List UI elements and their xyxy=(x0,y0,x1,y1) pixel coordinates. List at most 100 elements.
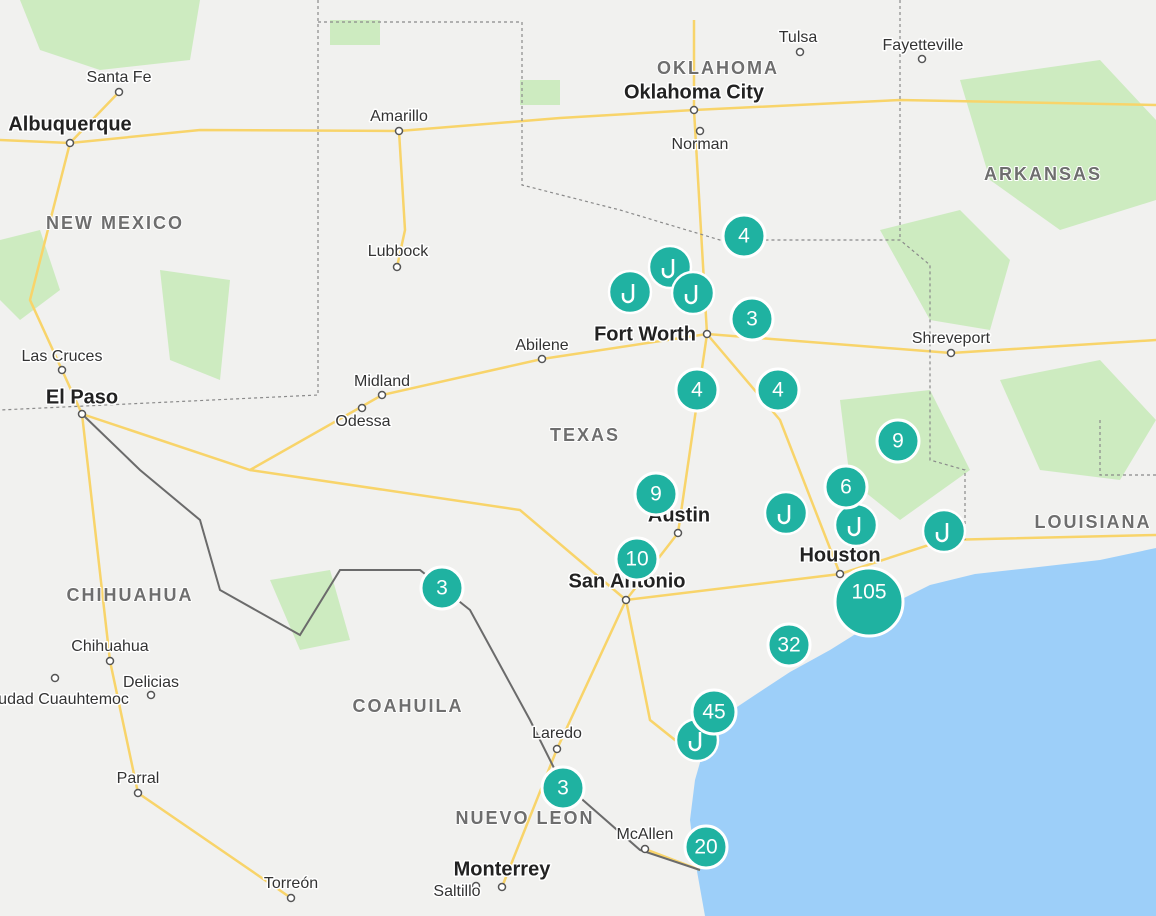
cluster-circle xyxy=(729,296,775,342)
city-label: Fort Worth xyxy=(594,323,696,345)
city-dot xyxy=(673,528,683,538)
city-label: McAllen xyxy=(617,826,674,843)
city-label: Ciudad Cuauhtemoc xyxy=(0,691,129,708)
cluster-circle xyxy=(540,765,586,811)
cluster-count: 3 xyxy=(436,577,448,600)
fishing-spot[interactable] xyxy=(921,508,967,554)
city-label: Tulsa xyxy=(779,29,818,46)
cluster-circle xyxy=(674,367,720,413)
city-dot xyxy=(946,348,956,358)
cluster[interactable]: 6 xyxy=(823,464,869,510)
city-dot xyxy=(394,126,404,136)
city-dot xyxy=(917,54,927,64)
cluster[interactable]: 3 xyxy=(419,565,465,611)
city-dot xyxy=(702,329,712,339)
city-label: Oklahoma City xyxy=(624,81,765,103)
city-dot xyxy=(357,403,367,413)
cluster[interactable]: 10 xyxy=(614,536,660,582)
city-dot xyxy=(497,882,507,892)
city-dot xyxy=(471,881,481,891)
cluster-count: 3 xyxy=(746,308,758,331)
cluster[interactable]: 3 xyxy=(540,765,586,811)
city-dot xyxy=(286,893,296,903)
cluster-count: 4 xyxy=(738,225,750,248)
city-label: Lubbock xyxy=(368,243,429,260)
cluster-circle xyxy=(419,565,465,611)
cluster-circle xyxy=(755,367,801,413)
city-dot xyxy=(57,365,67,375)
city-dot xyxy=(105,656,115,666)
cluster[interactable]: 3 xyxy=(729,296,775,342)
fishing-spot[interactable] xyxy=(833,502,879,548)
region-label: OKLAHOMA xyxy=(657,58,779,78)
city-label: Laredo xyxy=(532,725,582,742)
region-label: NUEVO LEON xyxy=(455,808,594,828)
city-dot xyxy=(377,390,387,400)
city-label: Delicias xyxy=(123,674,179,691)
city-label: Midland xyxy=(354,373,410,390)
city-dot xyxy=(77,409,87,419)
city-label: Houston xyxy=(799,544,880,566)
cluster-count: 4 xyxy=(772,379,784,402)
region-label: TEXAS xyxy=(550,425,620,445)
city-dot xyxy=(537,354,547,364)
cluster[interactable]: 4 xyxy=(721,213,767,259)
city-label: Santa Fe xyxy=(87,69,152,86)
city-dot xyxy=(835,569,845,579)
cluster-count: 3 xyxy=(557,777,569,800)
cluster-circle xyxy=(766,622,812,668)
city-label: El Paso xyxy=(46,386,118,408)
cluster-circle xyxy=(833,566,905,638)
cluster-count: 9 xyxy=(650,483,662,506)
city-dot xyxy=(50,673,60,683)
city-dot xyxy=(114,87,124,97)
city-label: Torreón xyxy=(264,875,318,892)
city-dot xyxy=(133,788,143,798)
cluster-count: 10 xyxy=(625,548,648,571)
places: Santa Fe Albuquerque Amarillo Tulsa Fayettev… xyxy=(0,28,992,903)
city-label: Odessa xyxy=(335,413,390,430)
cluster-circle xyxy=(683,824,729,870)
cluster-count: 32 xyxy=(777,634,800,657)
markers[interactable] xyxy=(607,244,967,763)
cluster[interactable]: 4 xyxy=(674,367,720,413)
city-label: Amarillo xyxy=(370,108,428,125)
cluster-circle xyxy=(690,688,738,736)
cluster-circle xyxy=(875,418,921,464)
city-label: Fayetteville xyxy=(883,37,964,54)
city-label: Shreveport xyxy=(912,330,991,347)
city-label: Norman xyxy=(672,136,729,153)
cluster[interactable]: 9 xyxy=(875,418,921,464)
city-label: Chihuahua xyxy=(71,638,149,655)
region-label: CHIHUAHUA xyxy=(67,585,194,605)
region-label: NEW MEXICO xyxy=(46,213,184,233)
cluster[interactable]: 4 xyxy=(755,367,801,413)
city-dot xyxy=(640,844,650,854)
city-dot xyxy=(146,690,156,700)
cluster-count: 9 xyxy=(892,430,904,453)
cluster[interactable]: 32 xyxy=(766,622,812,668)
cluster-count: 45 xyxy=(702,701,725,724)
cluster[interactable]: 20 xyxy=(683,824,729,870)
cluster-circle xyxy=(721,213,767,259)
city-dot xyxy=(695,126,705,136)
city-label: Monterrey xyxy=(454,858,552,880)
region-label: LOUISIANA xyxy=(1035,512,1152,532)
clusters[interactable]: 4 3 4 4 9 6 9 10 3 105 32 45 3 20 xyxy=(419,213,921,870)
cluster-count: 4 xyxy=(691,379,703,402)
city-dot xyxy=(795,47,805,57)
city-label: Abilene xyxy=(515,337,568,354)
cluster[interactable]: 105 xyxy=(833,566,905,638)
fishing-spot[interactable] xyxy=(670,270,716,316)
cluster[interactable]: 9 xyxy=(633,471,679,517)
city-dot xyxy=(552,744,562,754)
city-label: Saltillo xyxy=(433,883,480,900)
cluster-count: 6 xyxy=(840,476,852,499)
cluster-count: 20 xyxy=(694,836,717,859)
cluster-circle xyxy=(823,464,869,510)
city-dot xyxy=(65,138,75,148)
cluster[interactable]: 45 xyxy=(690,688,738,736)
fishing-spot[interactable] xyxy=(763,490,809,536)
fishing-spot[interactable] xyxy=(607,269,653,315)
